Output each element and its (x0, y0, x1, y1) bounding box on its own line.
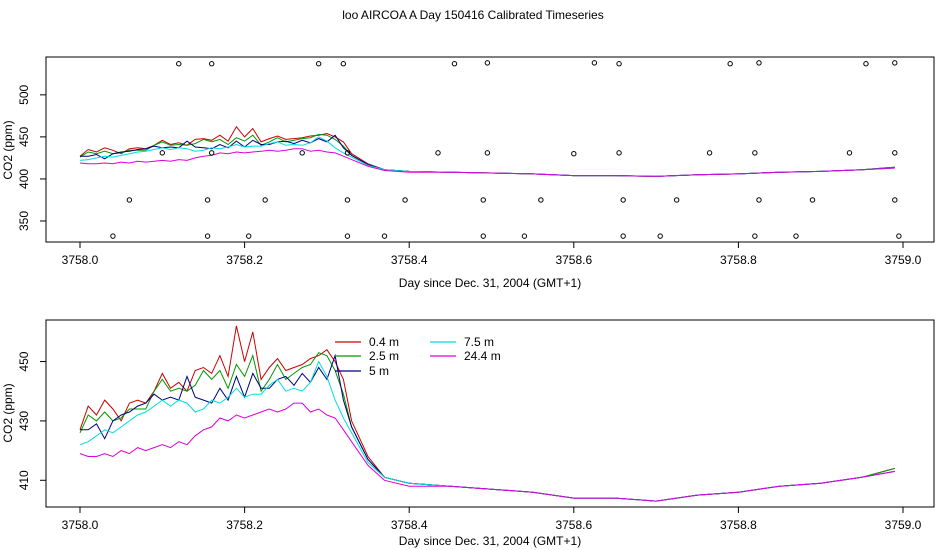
top-flag-point (809, 197, 816, 203)
top-flag-point (846, 150, 853, 156)
bottom-y-axis-label: CO2 (ppm) (1, 383, 15, 442)
top-flag-point (340, 61, 347, 67)
bottom-x-tick-label: 3758.4 (391, 518, 428, 532)
top-flag-point (344, 197, 351, 203)
bottom-y-tick-label: 410 (17, 470, 31, 490)
top-flag-point (381, 233, 388, 239)
top-flag-point (657, 233, 663, 239)
top-x-tick-label: 3758.2 (226, 253, 263, 267)
top-flag-point (176, 61, 182, 67)
top-flag-point (204, 233, 211, 239)
bottom-series-line-s75 (79, 360, 895, 502)
bottom-x-axis-label: Day since Dec. 31, 2004 (GMT+1) (399, 534, 581, 548)
legend-label-s25: 2.5 m (369, 349, 399, 363)
top-y-axis-label: CO2 (ppm) (1, 120, 15, 179)
top-series-line-s244 (79, 148, 895, 177)
top-flag-point (892, 197, 898, 203)
legend-label-s75: 7.5 m (464, 335, 494, 349)
top-flag-point (451, 61, 458, 67)
bottom-x-tick-label: 3758.6 (555, 518, 592, 532)
top-flag-point (752, 150, 758, 156)
top-flag-point (620, 233, 626, 239)
top-panel: Day since Dec. 31, 2004 (GMT+1) CO2 (ppm… (1, 56, 935, 290)
top-y-tick-label: 450 (17, 127, 31, 147)
bottom-y-tick-label: 450 (17, 351, 31, 371)
bottom-x-tick-label: 3758.0 (62, 518, 99, 532)
legend-label-s244: 24.4 m (464, 349, 501, 363)
bottom-y-tick-label: 430 (17, 411, 31, 431)
top-y-tick-label: 400 (17, 169, 31, 189)
bottom-x-tick-label: 3758.8 (720, 518, 757, 532)
top-x-tick-label: 3758.0 (62, 253, 99, 267)
top-flag-point (299, 150, 305, 156)
top-flag-point (756, 60, 762, 66)
top-series-line-s04 (79, 125, 895, 177)
top-flag-point (673, 197, 680, 203)
top-flag-point (204, 197, 211, 203)
top-flag-point (892, 60, 898, 66)
top-flag-point (315, 61, 322, 67)
bottom-series-line-s244 (79, 402, 895, 502)
top-flag-point (208, 61, 215, 67)
top-flag-point (110, 233, 116, 239)
top-y-tick-label: 350 (17, 211, 31, 231)
top-x-tick-label: 3758.4 (391, 253, 428, 267)
top-flag-point (793, 233, 799, 239)
top-flag-point (262, 197, 268, 203)
top-flag-point (727, 61, 733, 67)
top-flag-point (752, 233, 758, 239)
bottom-x-tick-label: 3758.2 (226, 518, 263, 532)
top-series-line-s5 (80, 134, 895, 177)
top-flag-point (896, 233, 902, 239)
top-y-tick-label: 500 (17, 85, 31, 105)
top-flag-point (538, 197, 544, 203)
top-flag-point (591, 60, 598, 66)
chart-title: loo AIRCOA A Day 150416 Calibrated Times… (342, 8, 603, 22)
top-flag-point (484, 150, 491, 156)
top-flag-point (616, 61, 622, 67)
top-x-tick-label: 3758.6 (555, 253, 592, 267)
top-flag-point (484, 60, 491, 66)
top-x-axis-label: Day since Dec. 31, 2004 (GMT+1) (399, 276, 581, 290)
top-x-tick-label: 3758.8 (720, 253, 757, 267)
top-x-tick-label: 3759.0 (885, 253, 922, 267)
top-flag-point (126, 197, 133, 203)
top-flag-point (620, 197, 626, 203)
top-plot-frame (45, 56, 935, 243)
top-flag-point (480, 233, 486, 239)
top-flag-point (892, 150, 898, 156)
top-flag-point (246, 233, 252, 239)
top-flag-point (208, 150, 215, 156)
top-flag-point (344, 150, 351, 156)
bottom-series-line-s5 (80, 353, 895, 502)
top-flag-point (435, 150, 441, 156)
bottom-series-line-s25 (79, 352, 895, 502)
legend-label-s5: 5 m (369, 364, 389, 378)
top-flag-point (521, 233, 528, 239)
top-flag-point (756, 197, 762, 203)
top-flag-point (344, 233, 351, 239)
top-flag-point (863, 61, 869, 67)
legend-label-s04: 0.4 m (369, 335, 399, 349)
bottom-x-tick-label: 3759.0 (885, 518, 922, 532)
top-flag-point (616, 150, 622, 156)
top-flag-point (480, 197, 486, 203)
top-flag-point (571, 151, 577, 157)
top-flag-point (159, 150, 166, 156)
bottom-panel: Day since Dec. 31, 2004 (GMT+1) CO2 (ppm… (1, 319, 935, 548)
top-flag-point (706, 150, 713, 156)
bottom-plot-frame (45, 319, 935, 508)
top-flag-point (402, 197, 408, 203)
